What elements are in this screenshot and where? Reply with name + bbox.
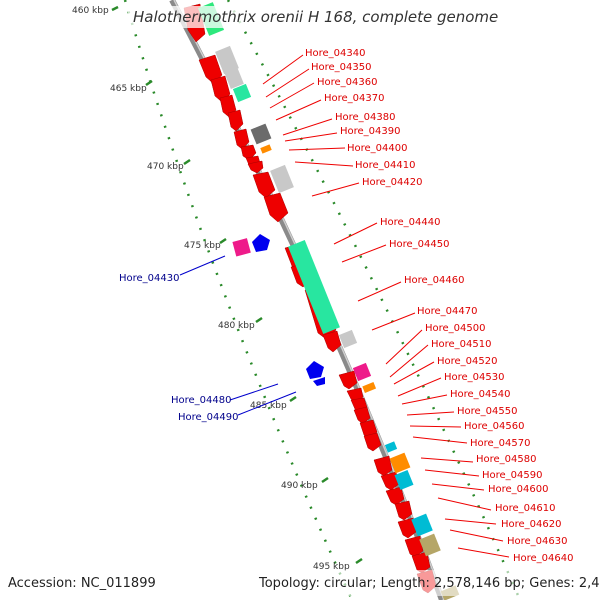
gene-label[interactable]: Hore_04460 bbox=[404, 275, 465, 286]
kbp-label: 465 kbp bbox=[110, 84, 147, 94]
gene-label[interactable]: Hore_04620 bbox=[501, 519, 562, 530]
feature-block[interactable] bbox=[250, 123, 272, 145]
gene-label[interactable]: Hore_04600 bbox=[488, 484, 549, 495]
gene-label[interactable]: Hore_04350 bbox=[311, 62, 372, 73]
gene-label[interactable]: Hore_04630 bbox=[507, 536, 568, 547]
feature-block[interactable] bbox=[419, 533, 441, 557]
forward-leader-lines bbox=[262, 54, 510, 558]
gene-label[interactable]: Hore_04560 bbox=[464, 421, 525, 432]
gene-arrow[interactable] bbox=[240, 144, 257, 161]
gene-label[interactable]: Hore_04360 bbox=[317, 77, 378, 88]
feature-block[interactable] bbox=[389, 452, 411, 474]
gene-label[interactable]: Hore_04510 bbox=[431, 339, 492, 350]
feature-block[interactable] bbox=[411, 513, 433, 537]
gene-label[interactable]: Hore_04380 bbox=[335, 112, 396, 123]
gene-label[interactable]: Hore_04570 bbox=[470, 438, 531, 449]
gene-arrow[interactable] bbox=[353, 406, 371, 425]
kbp-label: 485 kbp bbox=[250, 401, 287, 411]
gene-label[interactable]: Hore_04430 bbox=[119, 273, 180, 284]
gene-label[interactable]: Hore_04370 bbox=[324, 93, 385, 104]
kbp-label: 475 kbp bbox=[184, 241, 221, 251]
feature-block[interactable] bbox=[232, 83, 252, 103]
feature-block[interactable] bbox=[260, 144, 272, 154]
gene-label[interactable]: Hore_04530 bbox=[444, 372, 505, 383]
gene-arrow[interactable] bbox=[322, 330, 342, 353]
other-features bbox=[197, 2, 460, 600]
gene-arrow[interactable] bbox=[233, 128, 250, 150]
gene-arrow[interactable] bbox=[313, 377, 325, 386]
gene-arrow[interactable] bbox=[338, 370, 358, 390]
gene-arrow[interactable] bbox=[227, 109, 244, 132]
footer-backdrop bbox=[0, 570, 600, 596]
kbp-label: 470 kbp bbox=[147, 162, 184, 172]
feature-block[interactable] bbox=[224, 67, 244, 89]
gene-arrow[interactable] bbox=[263, 192, 289, 223]
gene-arrow[interactable] bbox=[373, 455, 393, 477]
reverse-gene-labels: Hore_04430 Hore_04480 Hore_04490 bbox=[119, 273, 239, 423]
gene-label[interactable]: Hore_04410 bbox=[355, 160, 416, 171]
gene-label[interactable]: Hore_04340 bbox=[305, 48, 366, 59]
feature-block[interactable] bbox=[352, 362, 372, 382]
gene-label[interactable]: Hore_04520 bbox=[437, 356, 498, 367]
gene-arrow[interactable] bbox=[252, 234, 270, 252]
kbp-label: 460 kbp bbox=[72, 6, 109, 16]
feature-block[interactable] bbox=[270, 164, 294, 194]
gene-arrow[interactable] bbox=[394, 500, 413, 521]
gene-arrow[interactable] bbox=[306, 361, 324, 379]
gene-label[interactable]: Hore_04540 bbox=[450, 389, 511, 400]
gene-arrow[interactable] bbox=[252, 171, 276, 199]
gene-label[interactable]: Hore_04500 bbox=[425, 323, 486, 334]
feature-block[interactable] bbox=[288, 240, 340, 334]
outer-scale-ring bbox=[226, 0, 522, 600]
gene-label[interactable]: Hore_04550 bbox=[457, 406, 518, 417]
gene-label[interactable]: Hore_04470 bbox=[417, 306, 478, 317]
gene-block[interactable] bbox=[232, 238, 251, 257]
gene-label[interactable]: Hore_04420 bbox=[362, 177, 423, 188]
feature-block[interactable] bbox=[338, 329, 358, 349]
forward-gene-labels: Hore_04340 Hore_04350 Hore_04360 Hore_04… bbox=[305, 48, 574, 564]
gene-label[interactable]: Hore_04640 bbox=[513, 553, 574, 564]
feature-block[interactable] bbox=[215, 45, 239, 75]
gene-label[interactable]: Hore_04450 bbox=[389, 239, 450, 250]
feature-block[interactable] bbox=[362, 381, 377, 393]
gene-arrow[interactable] bbox=[247, 160, 264, 174]
title-backdrop bbox=[128, 6, 444, 28]
gene-arrow[interactable] bbox=[380, 471, 400, 491]
feature-block[interactable] bbox=[384, 441, 398, 453]
gene-label[interactable]: Hore_04490 bbox=[178, 412, 239, 423]
gene-label[interactable]: Hore_04440 bbox=[380, 217, 441, 228]
gene-label[interactable]: Hore_04590 bbox=[482, 470, 543, 481]
topology-text: Topology: circular; Length: 2,578,146 bp… bbox=[258, 576, 600, 591]
genome-title: Halothermothrix orenii H 168, complete g… bbox=[133, 8, 498, 26]
gene-label[interactable]: Hore_04610 bbox=[495, 503, 556, 514]
accession-text: Accession: NC_011899 bbox=[8, 576, 156, 591]
kbp-ticks bbox=[111, 5, 363, 565]
kbp-label: 495 kbp bbox=[313, 562, 350, 572]
gene-label[interactable]: Hore_04400 bbox=[347, 143, 408, 154]
reverse-leader-lines bbox=[179, 255, 297, 416]
gene-label[interactable]: Hore_04480 bbox=[171, 395, 232, 406]
kbp-label: 480 kbp bbox=[218, 321, 255, 331]
gene-arrow[interactable] bbox=[385, 486, 405, 506]
gene-label[interactable]: Hore_04580 bbox=[476, 454, 537, 465]
feature-block[interactable] bbox=[394, 469, 414, 491]
gene-arrow[interactable] bbox=[397, 517, 417, 539]
reverse-genes bbox=[232, 234, 325, 386]
gene-arrow[interactable] bbox=[363, 432, 382, 452]
kbp-label: 490 kbp bbox=[281, 481, 318, 491]
gene-label[interactable]: Hore_04390 bbox=[340, 126, 401, 137]
